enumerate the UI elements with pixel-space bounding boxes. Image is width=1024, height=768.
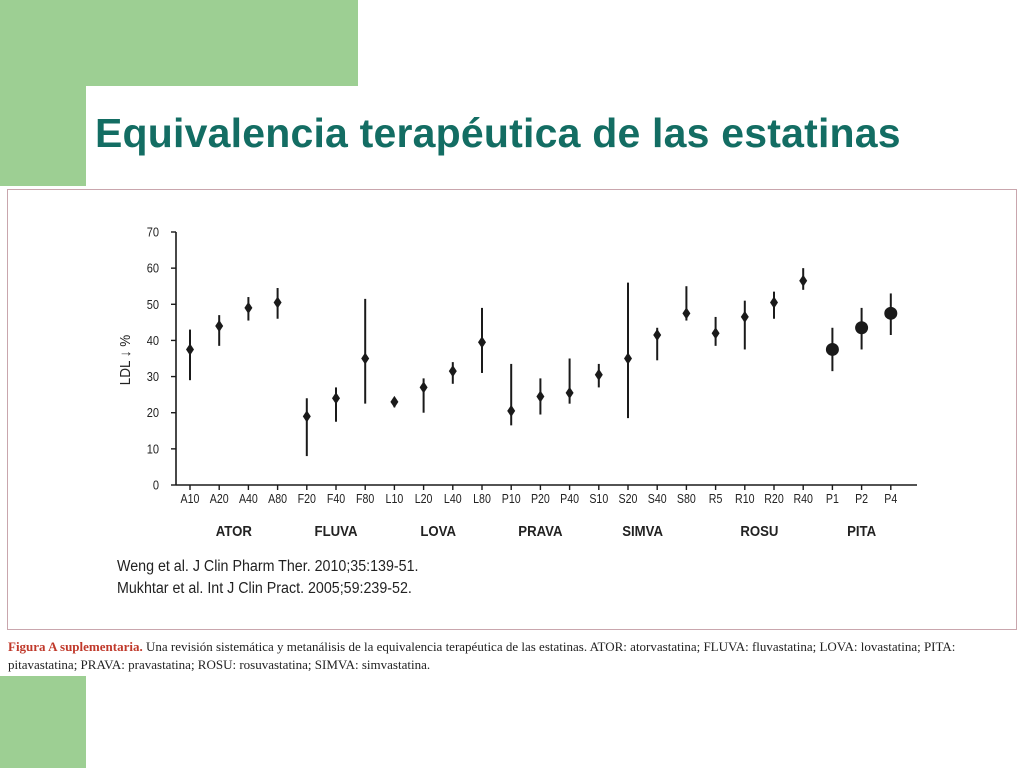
x-tick-label: P4 <box>884 492 897 506</box>
point-estimate-diamond <box>536 390 545 403</box>
x-tick-label: R5 <box>709 492 723 506</box>
point-estimate-circle <box>855 321 869 335</box>
group-label: ROSU <box>740 522 778 539</box>
point-estimate-diamond <box>711 327 720 340</box>
caption-text: Una revisión sistemática y metanálisis d… <box>8 639 956 672</box>
point-estimate-diamond <box>770 296 778 309</box>
y-tick-label: 20 <box>147 405 160 420</box>
x-tick-label: L10 <box>386 492 404 506</box>
y-tick-label: 0 <box>153 478 159 493</box>
x-tick-label: L80 <box>473 492 491 506</box>
group-label: ATOR <box>216 522 252 539</box>
x-tick-label: F40 <box>327 492 345 506</box>
point-estimate-diamond <box>215 319 224 332</box>
x-tick-label: S80 <box>677 492 696 506</box>
x-tick-label: R10 <box>735 492 754 506</box>
group-label: SIMVA <box>622 522 663 539</box>
point-estimate-diamond <box>244 301 253 314</box>
point-estimate-diamond <box>186 343 194 356</box>
x-tick-label: A40 <box>239 492 258 506</box>
point-estimate-diamond <box>390 395 399 408</box>
x-tick-label: S40 <box>648 492 667 506</box>
x-tick-label: P40 <box>560 492 579 506</box>
title-panel <box>86 86 1024 196</box>
point-estimate-diamond <box>740 310 749 323</box>
point-estimate-diamond <box>682 307 691 320</box>
point-estimate-diamond <box>361 352 370 365</box>
point-estimate-diamond <box>653 329 662 342</box>
caption-label: Figura A suplementaria. <box>8 639 143 654</box>
point-estimate-diamond <box>332 392 340 405</box>
decorative-green-band-bottom <box>0 676 86 768</box>
x-tick-label: P1 <box>826 492 839 506</box>
x-tick-label: L20 <box>415 492 433 506</box>
x-tick-label: P10 <box>502 492 521 506</box>
x-tick-label: S20 <box>619 492 638 506</box>
point-estimate-diamond <box>302 410 311 423</box>
point-estimate-diamond <box>594 368 603 381</box>
x-tick-label: R40 <box>793 492 812 506</box>
x-tick-label: P20 <box>531 492 550 506</box>
figure-caption: Figura A suplementaria. Una revisión sis… <box>8 638 1020 674</box>
y-tick-label: 70 <box>147 225 160 240</box>
y-axis-label: LDL ↓ % <box>117 334 134 385</box>
group-label: PITA <box>847 522 876 539</box>
reference-mukhtar: Mukhtar et al. Int J Clin Pract. 2005;59… <box>117 580 412 597</box>
x-tick-label: P2 <box>855 492 868 506</box>
x-tick-label: L40 <box>444 492 462 506</box>
point-estimate-circle <box>884 306 898 320</box>
point-estimate-diamond <box>565 386 574 399</box>
group-label: PRAVA <box>518 522 562 539</box>
x-tick-label: A10 <box>181 492 200 506</box>
group-label: LOVA <box>420 522 456 539</box>
point-estimate-diamond <box>448 365 457 378</box>
y-tick-label: 40 <box>147 333 160 348</box>
point-estimate-diamond <box>799 274 808 287</box>
x-tick-label: A20 <box>210 492 229 506</box>
point-estimate-diamond <box>624 352 632 365</box>
x-tick-label: F80 <box>356 492 374 506</box>
y-tick-label: 10 <box>147 442 160 457</box>
x-tick-label: R20 <box>764 492 783 506</box>
x-tick-label: A80 <box>268 492 287 506</box>
slide-title: Equivalencia terapéutica de las estatina… <box>95 110 901 156</box>
point-estimate-diamond <box>478 336 486 349</box>
ldl-reduction-chart: 0 10 20 30 40 50 60 70 LDL ↓ % A10 A20 A40 A80 F20 F40… <box>117 225 917 539</box>
reference-weng: Weng et al. J Clin Pharm Ther. 2010;35:1… <box>117 558 419 575</box>
x-tick-label: F20 <box>298 492 316 506</box>
y-tick-label: 30 <box>147 369 160 384</box>
point-estimate-diamond <box>419 381 428 394</box>
point-estimate-diamond <box>507 404 516 417</box>
decorative-green-band-left <box>0 0 86 186</box>
y-tick-label: 50 <box>147 297 160 312</box>
point-estimate-circle <box>825 342 839 356</box>
group-label: FLUVA <box>315 522 358 539</box>
x-tick-label: S10 <box>589 492 608 506</box>
y-tick-label: 60 <box>147 261 160 276</box>
point-estimate-diamond <box>273 296 282 309</box>
